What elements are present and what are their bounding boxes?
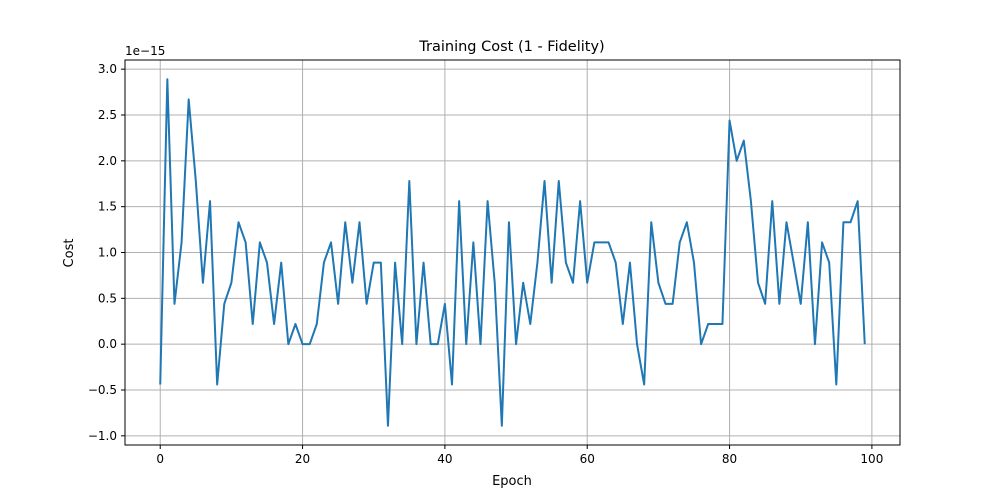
x-tick-label: 100 [860,452,883,466]
y-tick-label: 2.5 [98,108,117,122]
y-tick-label: −1.0 [88,429,117,443]
x-axis-label: Epoch [492,474,532,489]
x-axis: 0 20 40 60 80 100 [156,445,883,466]
chart-title: Training Cost (1 - Fidelity) [418,39,604,55]
x-tick-label: 80 [722,452,737,466]
cost-series-line [159,78,866,427]
y-tick-label: 1.5 [98,200,117,214]
y-axis-label: Cost [62,239,77,268]
x-tick-label: 60 [580,452,595,466]
y-tick-label: 2.0 [98,154,117,168]
y-tick-label: −0.5 [88,383,117,397]
series-layer [159,78,866,427]
x-tick-label: 20 [295,452,310,466]
y-tick-label: 1.0 [98,246,117,260]
x-tick-label: 0 [156,452,164,466]
y-tick-label: 3.0 [98,62,117,76]
y-tick-label: 0.5 [98,291,117,305]
x-tick-label: 40 [437,452,452,466]
y-axis: −1.0 −0.5 0.0 0.5 1.0 1.5 2.0 2.5 3.0 [88,62,125,443]
y-tick-label: 0.0 [98,337,117,351]
y-offset-label: 1e−15 [125,44,165,58]
